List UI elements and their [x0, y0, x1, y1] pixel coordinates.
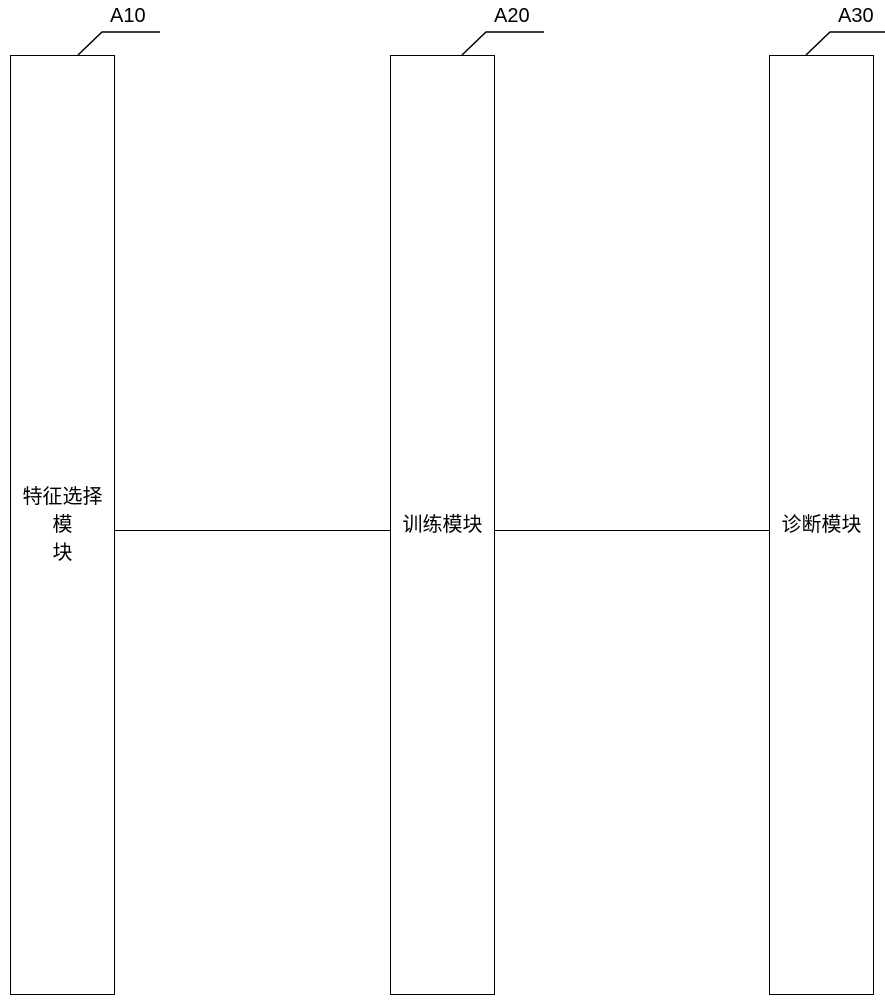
label-line2-a10: 块 [15, 539, 110, 567]
module-label-a30: 诊断模块 [778, 507, 866, 543]
module-box-a10: 特征选择模 块 [10, 55, 115, 995]
diagram-root: 特征选择模 块 A10 训练模块 A20 诊断模块 A30 [0, 0, 885, 1000]
connector-a20-a30 [495, 530, 769, 531]
module-label-a20: 训练模块 [399, 507, 487, 543]
callout-label-a10: A10 [110, 5, 146, 28]
callout-line-a20 [380, 0, 580, 60]
callout-line-a10 [0, 0, 200, 60]
module-label-a10: 特征选择模 块 [11, 479, 114, 571]
callout-label-a30: A30 [838, 5, 874, 28]
connector-a10-a20 [115, 530, 390, 531]
label-line1-a10: 特征选择模 [15, 483, 110, 539]
label-line1-a20: 训练模块 [403, 511, 483, 539]
module-box-a30: 诊断模块 [769, 55, 874, 995]
callout-label-a20: A20 [494, 5, 530, 28]
module-box-a20: 训练模块 [390, 55, 495, 995]
label-line1-a30: 诊断模块 [782, 511, 862, 539]
